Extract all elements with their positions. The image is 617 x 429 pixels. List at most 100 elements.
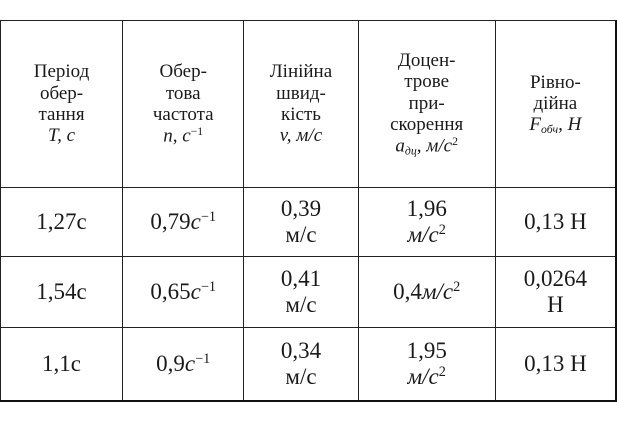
cell-line: дійна bbox=[498, 93, 613, 114]
cell-line: швид- bbox=[246, 83, 355, 104]
cell-line: 0,41 bbox=[246, 266, 355, 292]
cell-text: обер- bbox=[39, 82, 84, 104]
cell-line: Доцен- bbox=[361, 50, 493, 71]
cell-text: 0,79 bbox=[150, 209, 191, 235]
cell-text: 1,96 bbox=[406, 196, 447, 222]
cell-text: Обер- bbox=[159, 61, 207, 83]
cell-text: c bbox=[190, 279, 201, 305]
cell-text: −1 bbox=[195, 351, 211, 368]
cell-line: м/с2 bbox=[361, 222, 493, 248]
cell-text: м/с bbox=[421, 279, 454, 305]
cell-line: скорення bbox=[361, 114, 493, 135]
table-cell: 0,9c−1 bbox=[122, 327, 245, 402]
table-cell: 0,39 м/с bbox=[243, 187, 359, 257]
cell-line: 0,13 Н bbox=[498, 351, 613, 377]
table-cell: 0,13 Н bbox=[494, 187, 617, 257]
table-cell: 0,4м/с2 bbox=[357, 256, 496, 328]
cell-text: c bbox=[190, 209, 201, 235]
cell-text: c bbox=[184, 351, 196, 377]
cell-line: 0,34 bbox=[246, 338, 355, 364]
cell-text: м/с bbox=[407, 222, 439, 247]
cell-line: кість bbox=[246, 104, 355, 125]
cell-line: Лінійна bbox=[246, 61, 355, 82]
cell-text: това bbox=[165, 82, 201, 104]
cell-line: Обер- bbox=[125, 61, 241, 82]
cell-text: 0,34 bbox=[280, 338, 322, 364]
cell-text: Рівно- bbox=[529, 71, 581, 93]
cell-text: , H bbox=[558, 114, 582, 136]
cell-line: Рівно- bbox=[498, 72, 613, 93]
cell-text: Лінійна bbox=[269, 61, 333, 83]
cell-text: м/с bbox=[285, 222, 317, 247]
cell-line: 1,1с bbox=[3, 351, 120, 377]
cell-text: дійна bbox=[533, 92, 578, 114]
cell-text: 0,39 bbox=[280, 196, 322, 222]
cell-line: aдц, м/с2 bbox=[361, 135, 493, 158]
cell-line: 1,96 bbox=[361, 196, 493, 222]
table-cell: Доцен-трове при-скорення aдц, м/с2 bbox=[357, 20, 496, 188]
table-cell: 0,34 м/с bbox=[243, 327, 359, 402]
cell-text: a bbox=[395, 135, 405, 157]
cell-text: м/с bbox=[285, 364, 317, 389]
table-cell: 0,79c−1 bbox=[122, 187, 245, 257]
cell-line: Н bbox=[498, 292, 613, 318]
cell-text: 0,0264 bbox=[523, 266, 587, 292]
cell-text: м/с bbox=[407, 364, 439, 389]
cell-line: T, c bbox=[3, 125, 120, 146]
table-cell: 1,95 м/с2 bbox=[357, 327, 496, 402]
cell-text: 2 bbox=[438, 364, 446, 381]
table-cell: 1,1с bbox=[0, 327, 124, 402]
cell-text: Доцен- bbox=[397, 50, 456, 72]
cell-line: 0,4м/с2 bbox=[361, 279, 493, 305]
cell-text: −1 bbox=[200, 279, 217, 296]
cell-text: 0,9 bbox=[156, 351, 185, 377]
cell-line: 0,79c−1 bbox=[125, 209, 241, 235]
cell-line: м/с bbox=[246, 222, 355, 248]
cell-text: скорення bbox=[390, 113, 464, 135]
table-cell: Обер-това частота n, c−1 bbox=[122, 20, 245, 188]
cell-text: трове bbox=[404, 71, 450, 93]
cell-text: частота bbox=[152, 103, 214, 125]
cell-text: 1,1с bbox=[42, 351, 82, 377]
cell-text: при- bbox=[408, 92, 445, 114]
cell-line: Fобч, H bbox=[498, 114, 613, 136]
cell-line: м/с bbox=[246, 292, 355, 318]
table-cell: Рівно-дійна Fобч, H bbox=[494, 20, 617, 188]
cell-text: дц bbox=[404, 144, 417, 158]
table-cell: 1,54с bbox=[0, 256, 124, 328]
cell-text: 2 bbox=[438, 222, 446, 239]
cell-text: 0,65 bbox=[150, 279, 191, 305]
cell-line: 1,27с bbox=[3, 209, 120, 235]
cell-text: 2 bbox=[452, 135, 458, 149]
table-cell: 0,41 м/с bbox=[243, 256, 359, 328]
header-row: Період обер-тання T, c Обер-това частота n, c… bbox=[0, 20, 617, 188]
cell-text: 0,41 bbox=[280, 266, 322, 292]
cell-text: Період bbox=[33, 61, 90, 83]
cell-text: Н bbox=[547, 292, 564, 317]
table-wrap: Період обер-тання T, c Обер-това частота n, c… bbox=[0, 20, 617, 402]
cell-line: 0,9c−1 bbox=[125, 351, 241, 377]
cell-line: частота bbox=[125, 104, 241, 125]
cell-line: 0,0264 bbox=[498, 266, 613, 292]
table-cell: 0,0264 Н bbox=[494, 256, 617, 328]
cell-text: , м/с bbox=[416, 135, 453, 157]
cell-text: 2 bbox=[453, 279, 461, 296]
cell-text: обч bbox=[541, 123, 559, 137]
cell-line: 1,95 bbox=[361, 338, 493, 364]
cell-text: 0,13 Н bbox=[524, 209, 587, 235]
cell-text: кість bbox=[281, 104, 321, 125]
cell-text: 0,4 bbox=[393, 279, 422, 305]
cell-line: обер- bbox=[3, 83, 120, 104]
table-cell: Лінійна швид-кість v, м/с bbox=[243, 20, 359, 188]
cell-text: 1,95 bbox=[406, 338, 447, 364]
cell-line: n, c−1 bbox=[125, 125, 241, 147]
cell-text: швид- bbox=[276, 82, 326, 104]
table-row: 1,27с 0,79c−1 0,39 м/с 1,96 м/с2 0,13 Н bbox=[0, 187, 617, 257]
cell-text: 0,13 Н bbox=[524, 351, 587, 377]
cell-line: v, м/с bbox=[246, 125, 355, 146]
cell-text: тання bbox=[38, 104, 85, 125]
table-row: 1,1с 0,9c−1 0,34 м/с 1,95 м/с2 0,13 Н bbox=[0, 327, 617, 402]
cell-text: T, c bbox=[47, 125, 76, 147]
cell-line: тання bbox=[3, 104, 120, 125]
